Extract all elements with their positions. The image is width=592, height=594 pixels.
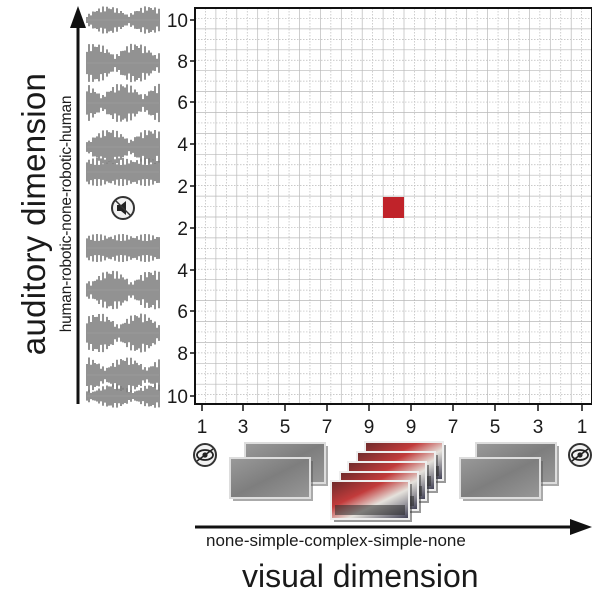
plot-border	[194, 7, 592, 405]
grid	[195, 8, 592, 406]
x-tick-label: 1	[197, 417, 208, 438]
speaker-muted-icon	[111, 196, 135, 220]
x-tick-label: 5	[490, 417, 501, 438]
x-tick-label: 3	[238, 417, 249, 438]
waveform-icon	[86, 234, 160, 262]
y-tick-label: 2	[177, 219, 188, 240]
x-tick-label: 9	[364, 417, 375, 438]
y-tick-label: 8	[177, 52, 188, 73]
y-axis-title: auditory dimension	[15, 72, 52, 356]
y-axis-subtitle: human-robotic-none-robotic-human	[58, 95, 75, 333]
y-tick-label: 2	[177, 177, 188, 198]
y-tick-label: 4	[177, 261, 188, 282]
waveform-icon	[86, 357, 160, 393]
waveform-icon	[86, 384, 160, 408]
y-tick-label: 4	[177, 135, 188, 156]
waveform-icon	[86, 158, 160, 186]
image-thumbnail-icon	[229, 457, 313, 501]
y-tick-label: 6	[177, 302, 188, 323]
y-tick-label: 10	[167, 387, 188, 408]
eye-icon	[568, 443, 592, 467]
y-tick-label: 6	[177, 93, 188, 114]
x-tick-label: 7	[322, 417, 333, 438]
waveform-column	[86, 6, 160, 408]
waveform-icon	[86, 270, 160, 310]
x-axis-arrowhead	[570, 519, 592, 535]
waveform-icon	[86, 43, 160, 83]
x-axis-title: visual dimension	[242, 558, 479, 594]
image-thumbnail-icon	[330, 480, 412, 522]
y-tick-label: 10	[167, 11, 188, 32]
y-tick-labels: 10 8 6 4 2 2 4 6 8 10	[167, 11, 196, 408]
x-tick-label: 1	[577, 417, 588, 438]
x-tick-label: 3	[533, 417, 544, 438]
waveform-icon	[86, 313, 160, 353]
eye-icon	[193, 443, 217, 467]
waveform-icon	[86, 83, 160, 123]
x-axis-subtitle: none-simple-complex-simple-none	[206, 531, 466, 550]
y-tick-label: 8	[177, 344, 188, 365]
x-tick-label: 5	[280, 417, 291, 438]
x-tick-label: 9	[406, 417, 417, 438]
waveform-icon	[86, 130, 160, 164]
visual-stimuli	[229, 441, 559, 522]
waveform-icon	[86, 6, 160, 34]
x-tick-labels: 1 3 5 7 9 9 7 5 3 1	[197, 404, 588, 438]
x-tick-label: 7	[448, 417, 459, 438]
condition-marker	[383, 197, 404, 218]
image-thumbnail-icon	[459, 457, 543, 501]
y-axis-arrowhead	[70, 6, 86, 28]
